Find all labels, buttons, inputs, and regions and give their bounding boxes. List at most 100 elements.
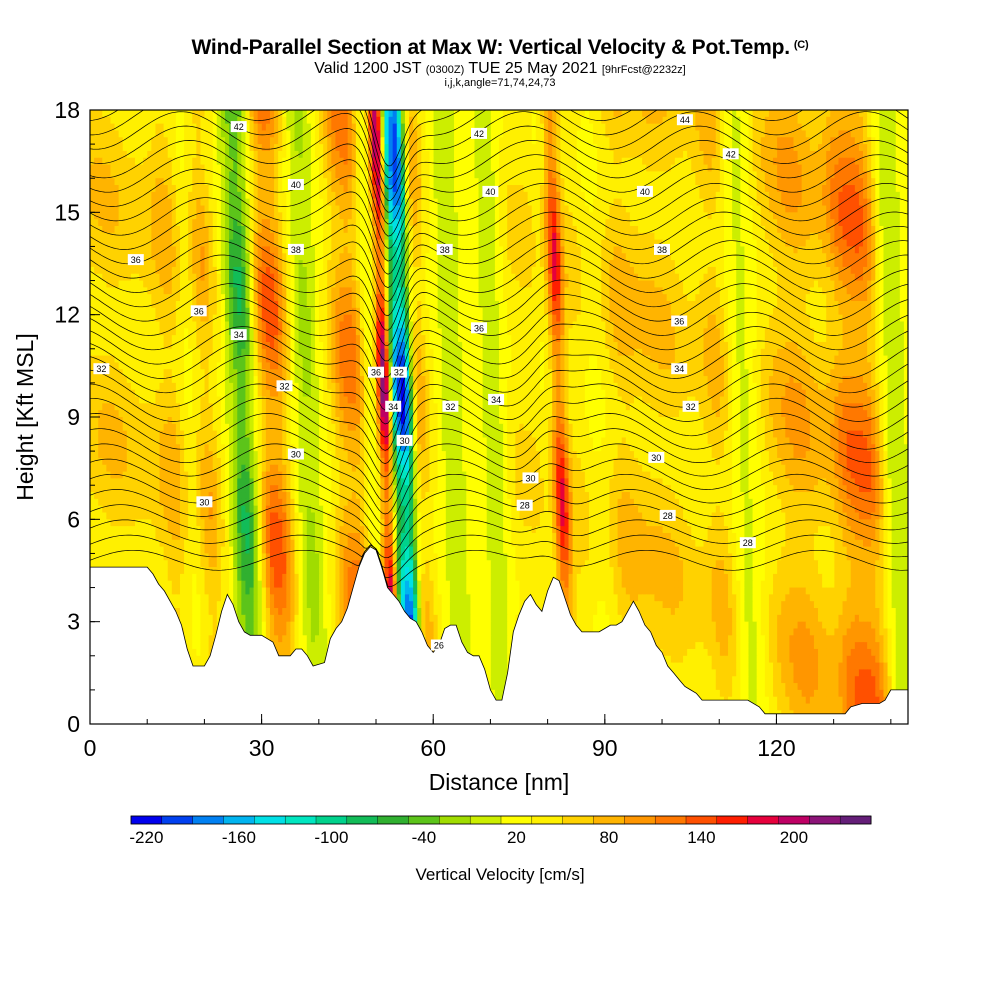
velocity-cell (184, 273, 189, 282)
velocity-cell (854, 185, 860, 193)
velocity-cell (813, 246, 819, 254)
velocity-cell (298, 164, 304, 172)
velocity-cell (748, 273, 754, 282)
velocity-cell (854, 260, 860, 268)
velocity-cell (527, 123, 533, 132)
velocity-cell (368, 144, 373, 152)
velocity-cell (597, 225, 602, 234)
velocity-cell (335, 225, 341, 234)
velocity-cell (396, 185, 402, 193)
velocity-cell (711, 239, 717, 248)
velocity-cell (454, 225, 459, 234)
velocity-cell (646, 253, 651, 261)
velocity-cell (531, 273, 537, 282)
velocity-cell (748, 219, 754, 227)
velocity-cell (593, 260, 598, 268)
velocity-cell (703, 239, 709, 248)
velocity-cell (458, 116, 463, 125)
velocity-cell (740, 246, 745, 254)
velocity-cell (171, 178, 177, 186)
velocity-cell (269, 185, 275, 193)
velocity-cell (404, 178, 410, 186)
velocity-cell (785, 144, 790, 152)
velocity-cell (507, 116, 512, 125)
velocity-cell (625, 130, 631, 138)
velocity-cell (449, 212, 455, 220)
velocity-cell (895, 137, 901, 145)
velocity-cell (237, 116, 242, 125)
velocity-cell (110, 171, 116, 179)
velocity-cell (740, 137, 745, 145)
velocity-cell (216, 116, 222, 125)
velocity-cell (458, 150, 463, 159)
velocity-cell (478, 219, 484, 227)
velocity-cell (822, 212, 827, 220)
velocity-cell (683, 130, 688, 138)
velocity-cell (376, 157, 381, 166)
velocity-cell (269, 157, 275, 166)
velocity-cell (732, 266, 737, 275)
velocity-cell (110, 178, 116, 186)
velocity-cell (486, 273, 492, 282)
velocity-cell (809, 246, 815, 254)
velocity-cell (208, 212, 214, 220)
velocity-cell (192, 164, 197, 172)
velocity-cell (867, 144, 872, 152)
velocity-cell (188, 225, 193, 234)
velocity-cell (159, 157, 165, 166)
velocity-cell (355, 260, 361, 268)
velocity-cell (90, 137, 95, 145)
velocity-cell (822, 171, 827, 179)
velocity-cell (343, 164, 349, 172)
velocity-cell (593, 212, 598, 220)
velocity-cell (269, 123, 275, 132)
velocity-cell (331, 239, 336, 248)
velocity-cell (646, 144, 651, 152)
velocity-cell (433, 212, 439, 220)
velocity-cell (629, 130, 635, 138)
velocity-cell (159, 164, 165, 172)
velocity-cell (376, 260, 381, 268)
velocity-cell (613, 123, 619, 132)
velocity-cell (838, 157, 844, 166)
velocity-cell (282, 150, 287, 159)
velocity-cell (785, 178, 790, 186)
velocity-cell (687, 185, 692, 193)
velocity-cell (220, 253, 226, 261)
velocity-cell (838, 225, 844, 234)
velocity-cell (339, 219, 345, 227)
velocity-cell (609, 116, 615, 125)
velocity-cell (548, 150, 553, 159)
velocity-cell (380, 212, 386, 220)
velocity-cell (662, 260, 668, 268)
velocity-cell (327, 273, 332, 282)
velocity-cell (482, 266, 488, 275)
velocity-cell (404, 116, 410, 125)
velocity-cell (319, 219, 324, 227)
velocity-cell (200, 110, 206, 118)
velocity-cell (707, 232, 713, 241)
velocity-cell (224, 253, 230, 261)
velocity-cell (359, 246, 365, 254)
velocity-cell (376, 185, 381, 193)
velocity-cell (265, 171, 271, 179)
velocity-cell (507, 253, 512, 261)
velocity-cell (261, 130, 267, 138)
velocity-cell (691, 212, 696, 220)
velocity-cell (801, 185, 807, 193)
velocity-cell (548, 171, 553, 179)
velocity-cell (314, 130, 320, 138)
velocity-cell (286, 144, 292, 152)
velocity-cell (617, 116, 623, 125)
velocity-cell (867, 273, 872, 282)
velocity-cell (543, 198, 549, 207)
velocity-cell (728, 273, 733, 282)
velocity-cell (130, 273, 136, 282)
velocity-cell (482, 150, 488, 159)
velocity-cell (220, 164, 226, 172)
velocity-cell (879, 198, 885, 207)
velocity-cell (609, 212, 615, 220)
velocity-cell (678, 185, 684, 193)
velocity-cell (883, 178, 889, 186)
